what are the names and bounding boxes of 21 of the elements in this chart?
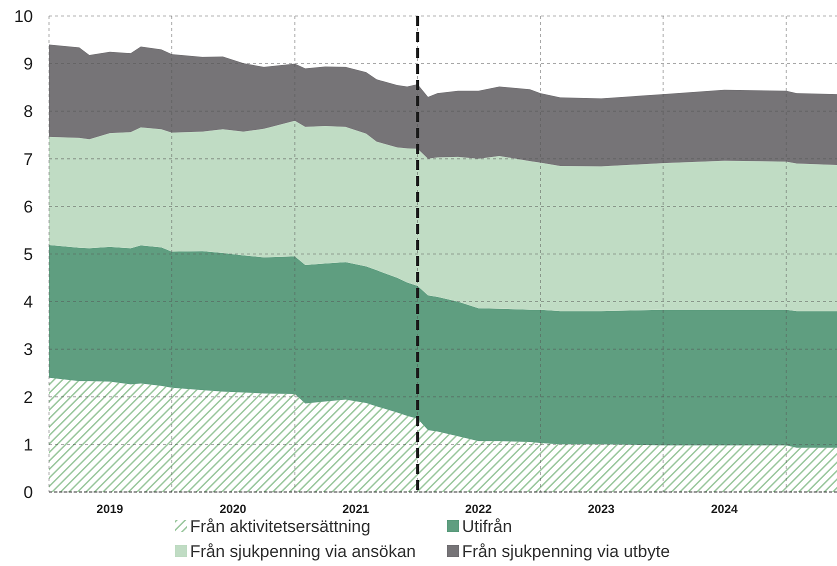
- x-tick-label: 2023: [588, 502, 615, 516]
- legend-label: Från sjukpenning via utbyte: [462, 542, 670, 561]
- legend-label: Från sjukpenning via ansökan: [190, 542, 416, 561]
- x-tick-label: 2021: [342, 502, 370, 516]
- y-tick-label: 8: [24, 102, 33, 122]
- y-tick-label: 1: [24, 435, 33, 454]
- y-tick-label: 0: [24, 482, 33, 502]
- y-tick-label: 2: [24, 388, 33, 407]
- x-tick-label: 2019: [96, 502, 124, 516]
- y-tick-label: 3: [24, 340, 33, 360]
- x-tick-label: 2024: [710, 502, 738, 516]
- x-tick-label: 2020: [220, 502, 247, 516]
- y-tick-label: 5: [24, 244, 33, 264]
- legend-label: Från aktivitetsersättning: [190, 517, 370, 536]
- y-tick-label: 4: [24, 292, 33, 312]
- y-tick-label: 9: [24, 54, 33, 74]
- x-tick-label: 2022: [465, 502, 492, 516]
- y-tick-label: 10: [14, 6, 33, 26]
- legend-label: Utifrån: [462, 517, 512, 536]
- y-tick-label: 7: [24, 150, 33, 169]
- y-tick-label: 6: [24, 197, 33, 216]
